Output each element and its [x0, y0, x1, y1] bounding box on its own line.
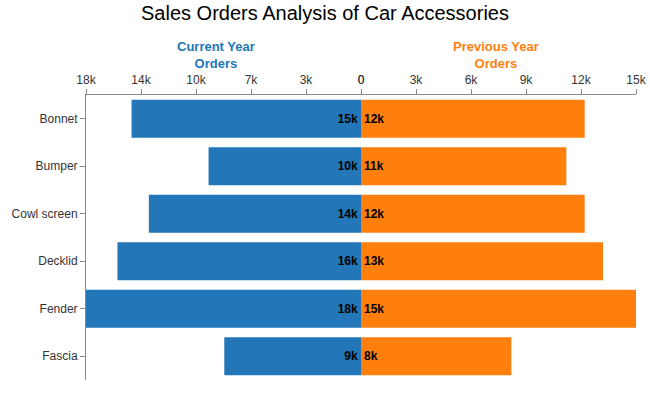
svg-text:9k: 9k [520, 73, 534, 87]
svg-text:12k: 12k [364, 112, 384, 126]
svg-text:7k: 7k [245, 73, 259, 87]
svg-text:11k: 11k [364, 159, 384, 173]
svg-text:Current YearOrders: Current YearOrders [177, 39, 255, 71]
svg-text:14k: 14k [131, 73, 151, 87]
svg-text:10k: 10k [186, 73, 206, 87]
svg-text:15k: 15k [338, 112, 358, 126]
svg-text:0: 0 [358, 73, 365, 87]
svg-text:Decklid: Decklid [38, 254, 77, 268]
svg-text:14k: 14k [338, 207, 358, 221]
svg-text:18k: 18k [338, 302, 358, 316]
svg-text:0: 0 [358, 73, 365, 87]
svg-text:18k: 18k [76, 73, 96, 87]
svg-text:3k: 3k [410, 73, 424, 87]
svg-text:9k: 9k [344, 349, 358, 363]
svg-text:Sales Orders Analysis of Car A: Sales Orders Analysis of Car Accessories [141, 2, 509, 24]
svg-text:10k: 10k [338, 159, 358, 173]
svg-text:6k: 6k [465, 73, 479, 87]
svg-text:Fender: Fender [40, 302, 78, 316]
svg-text:Previous YearOrders: Previous YearOrders [453, 39, 539, 71]
svg-text:15k: 15k [626, 73, 646, 87]
svg-text:3k: 3k [300, 73, 314, 87]
svg-text:13k: 13k [364, 254, 384, 268]
svg-text:8k: 8k [364, 349, 378, 363]
svg-text:12k: 12k [571, 73, 591, 87]
svg-text:Fascia: Fascia [42, 349, 78, 363]
svg-text:15k: 15k [364, 302, 384, 316]
svg-text:12k: 12k [364, 207, 384, 221]
svg-text:Bumper: Bumper [36, 159, 78, 173]
svg-text:16k: 16k [338, 254, 358, 268]
svg-text:Bonnet: Bonnet [40, 112, 79, 126]
svg-text:Cowl screen: Cowl screen [12, 207, 78, 221]
